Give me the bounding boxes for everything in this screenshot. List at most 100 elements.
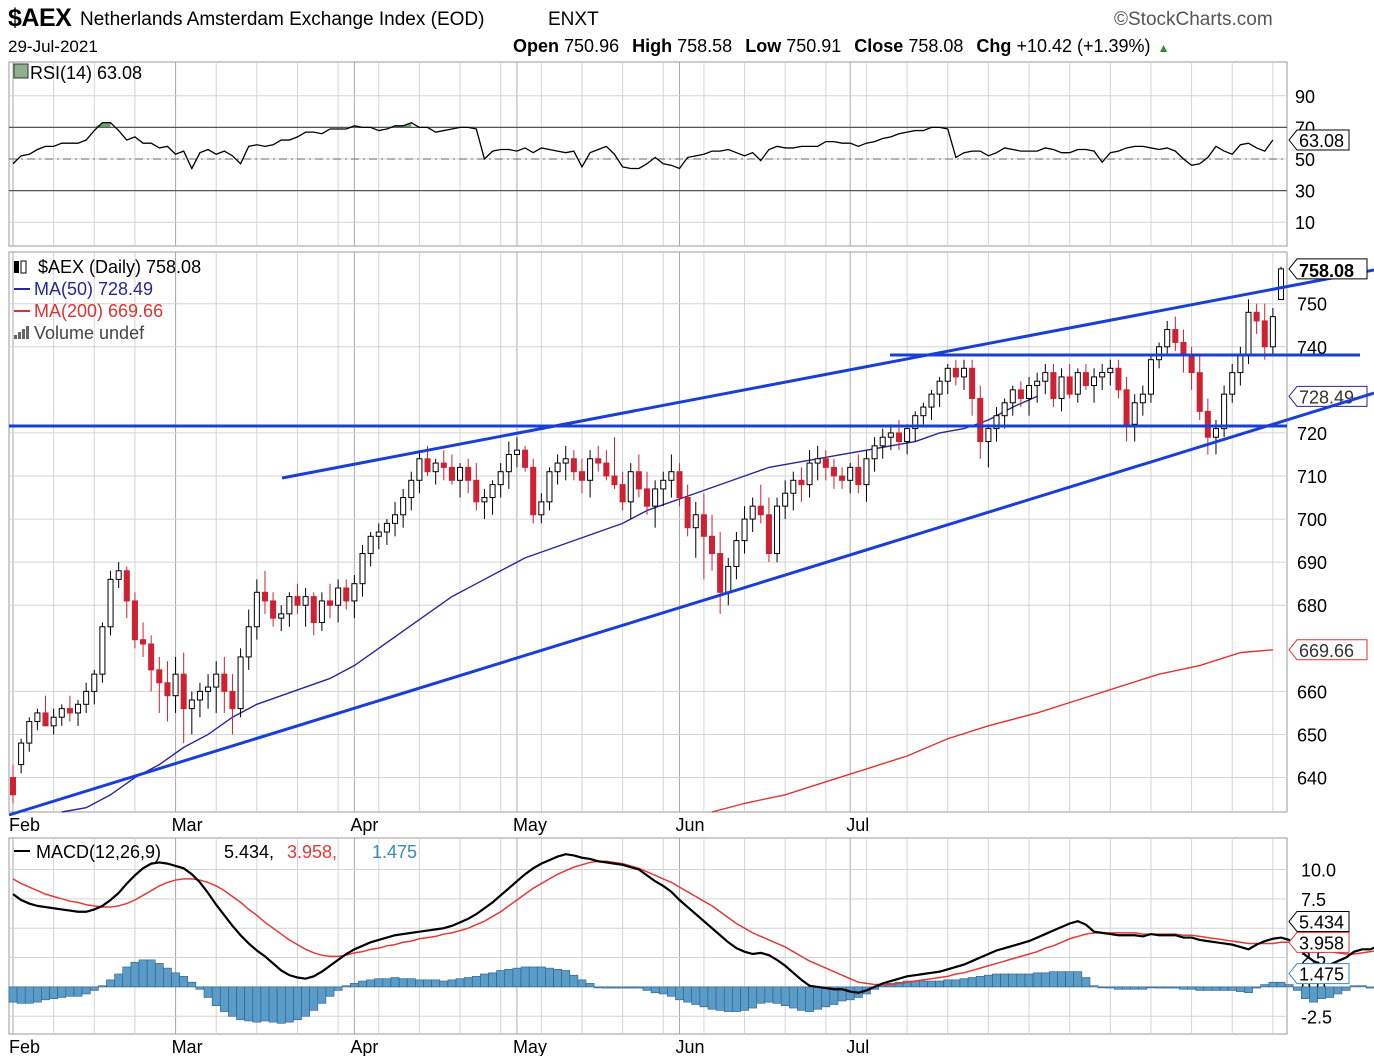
price-month-label: Apr xyxy=(350,815,378,835)
macd-histogram-bar xyxy=(740,986,749,1011)
macd-month-label: Mar xyxy=(172,1037,203,1056)
candle-body xyxy=(977,397,984,443)
macd-histogram-bar xyxy=(16,986,26,1004)
candle xyxy=(9,764,17,804)
macd-histogram-bar xyxy=(935,980,944,988)
candle-body xyxy=(50,716,57,727)
macd-histogram-bar xyxy=(1114,986,1123,990)
candle-body xyxy=(359,553,366,585)
candle-body xyxy=(562,458,569,464)
candle xyxy=(920,402,927,425)
candle xyxy=(1139,385,1146,416)
candle-body xyxy=(1115,367,1122,391)
macd-histogram-bar xyxy=(1235,986,1245,992)
macd-histogram-bar xyxy=(293,986,302,1021)
candle-body xyxy=(107,578,114,628)
candle xyxy=(115,562,122,588)
macd-histogram-bar xyxy=(219,986,229,1012)
candle-body xyxy=(278,613,285,619)
candle xyxy=(123,566,130,619)
candle-body xyxy=(1277,268,1285,301)
close-value-box xyxy=(1288,258,1368,280)
candle xyxy=(709,514,716,571)
ma200-value-box xyxy=(1288,639,1368,661)
candle xyxy=(879,428,886,459)
candle-body xyxy=(66,708,73,714)
candle xyxy=(42,695,49,727)
candle xyxy=(611,437,618,489)
macd-histogram-bar xyxy=(415,979,424,988)
candle-body xyxy=(863,458,870,486)
candle-body xyxy=(513,449,520,455)
candle-body xyxy=(457,466,464,481)
macd-histogram-bar xyxy=(634,986,644,989)
macd-histogram-bar xyxy=(488,972,497,988)
macd-histogram-bar xyxy=(984,974,993,988)
stockcharts-credit[interactable]: ©StockCharts.com xyxy=(1114,9,1273,30)
candle xyxy=(538,493,545,524)
candle-legend-icon xyxy=(20,260,27,274)
macd-legend-macd-value: 5.434, xyxy=(224,842,274,862)
macd-histogram-bar xyxy=(1357,985,1367,988)
candle-body xyxy=(221,673,228,692)
candle-body xyxy=(969,367,976,399)
macd-histogram-bar xyxy=(967,977,977,988)
macd-histogram-bar xyxy=(382,978,392,988)
macd-histogram-bar xyxy=(813,986,823,1010)
candle xyxy=(522,445,529,472)
candle xyxy=(148,635,155,692)
macd-histogram-bar xyxy=(471,976,481,988)
candle-body xyxy=(416,458,423,481)
candle-body xyxy=(1009,389,1016,404)
candle xyxy=(684,484,691,537)
macd-histogram-bar xyxy=(81,986,91,995)
candle xyxy=(26,717,33,752)
macd-histogram-bar xyxy=(228,986,237,1017)
macd-histogram-bar xyxy=(943,979,953,988)
candle xyxy=(513,437,520,468)
macd-histogram-bar xyxy=(1032,972,1042,988)
candle-body xyxy=(270,600,277,619)
candle-body xyxy=(855,466,862,486)
macd-histogram-bar xyxy=(41,986,50,1001)
candle-body xyxy=(603,462,610,477)
candle xyxy=(140,622,147,657)
candle-body xyxy=(806,462,813,486)
candle-body xyxy=(635,471,642,490)
candle xyxy=(286,592,293,627)
candle xyxy=(668,454,675,498)
candle-body xyxy=(733,540,740,567)
candle-body xyxy=(400,497,407,516)
up-arrow-icon: ▲ xyxy=(1157,41,1170,55)
candle-body xyxy=(172,673,179,697)
macd-histogram-bar xyxy=(927,980,936,988)
candle xyxy=(1026,376,1033,416)
candle xyxy=(1082,364,1089,390)
candle xyxy=(400,488,407,528)
macd-histogram-bar xyxy=(723,986,733,1012)
candle xyxy=(1277,266,1285,301)
price-legend-label: Volume undef xyxy=(34,323,145,343)
low-value: 750.91 xyxy=(786,36,842,56)
candle-body xyxy=(1253,311,1260,322)
macd-histogram-bar xyxy=(553,968,562,988)
macd-histogram-bar xyxy=(1244,986,1253,994)
close-value: 758.08 xyxy=(908,36,964,56)
candle xyxy=(847,463,854,494)
macd-histogram-bar xyxy=(845,986,855,1001)
macd-histogram-bar xyxy=(707,986,717,1010)
macd-histogram-bar xyxy=(33,986,42,1003)
candle xyxy=(1042,364,1049,395)
candle xyxy=(814,445,821,481)
candle xyxy=(343,579,350,610)
macd-histogram-bar xyxy=(350,983,359,988)
macd-histogram-bar xyxy=(439,980,449,988)
candle xyxy=(1034,372,1041,403)
candle xyxy=(985,424,992,468)
candle xyxy=(587,450,594,498)
candle-body xyxy=(692,514,699,529)
macd-histogram-bar xyxy=(992,973,1001,988)
candle-body xyxy=(570,458,577,473)
macd-histogram-bar xyxy=(748,986,758,1009)
